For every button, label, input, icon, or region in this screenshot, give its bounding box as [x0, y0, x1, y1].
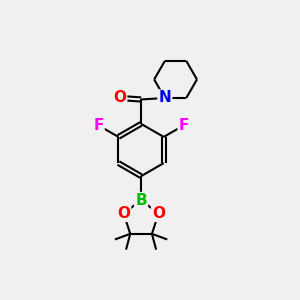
Text: B: B — [135, 193, 147, 208]
Text: O: O — [117, 206, 130, 221]
Text: O: O — [113, 91, 126, 106]
Text: N: N — [158, 91, 171, 106]
Text: F: F — [93, 118, 103, 133]
Text: F: F — [178, 118, 189, 133]
Text: O: O — [152, 206, 165, 221]
